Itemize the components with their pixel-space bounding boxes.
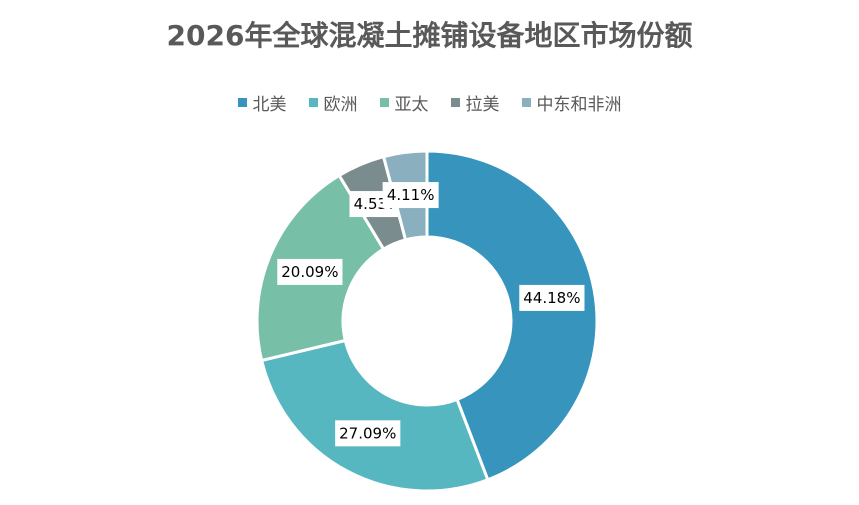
chart-legend: 北美 欧洲 亚太 拉美 中东和非洲 <box>0 90 859 115</box>
donut-slice <box>259 338 490 493</box>
data-label-text: 20.09% <box>281 263 338 281</box>
legend-swatch <box>237 98 247 107</box>
legend-item: 欧洲 <box>308 90 358 115</box>
legend-item: 北美 <box>237 90 287 115</box>
legend-label: 中东和非洲 <box>536 95 622 115</box>
data-label-text: 27.09% <box>339 424 396 442</box>
data-label: 27.09% <box>335 420 401 447</box>
data-label-box <box>277 258 343 285</box>
legend-label: 北美 <box>252 95 287 115</box>
donut-slice <box>425 149 599 482</box>
legend-item: 亚太 <box>379 90 429 115</box>
data-label-box <box>335 420 401 447</box>
data-label: 44.18% <box>519 284 585 311</box>
legend-swatch <box>308 98 318 107</box>
legend-label: 欧洲 <box>323 95 358 115</box>
data-label-text: 44.18% <box>523 289 580 307</box>
legend-swatch <box>450 98 460 107</box>
data-label-text: 4.11% <box>387 186 435 204</box>
legend-item: 拉美 <box>450 90 500 115</box>
data-label-box <box>519 284 585 311</box>
legend-swatch <box>521 98 531 107</box>
chart-title: 2026年全球混凝土摊铺设备地区市场份额 <box>166 19 693 52</box>
legend-label: 亚太 <box>394 95 429 115</box>
data-label: 20.09% <box>277 258 343 285</box>
legend-label: 拉美 <box>465 95 500 115</box>
data-label-box <box>382 182 439 209</box>
legend-swatch <box>379 98 389 107</box>
data-label: 4.11% <box>382 182 439 209</box>
legend-item: 中东和非洲 <box>521 90 622 115</box>
